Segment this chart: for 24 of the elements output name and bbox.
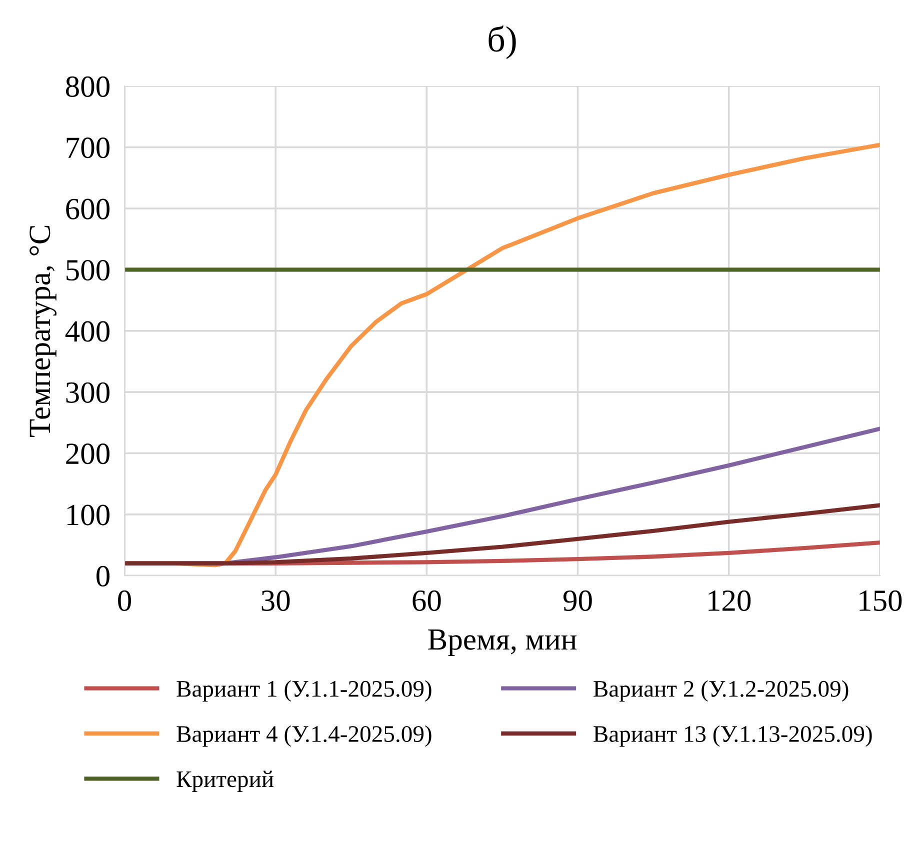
y-tick-label: 100 <box>68 504 110 526</box>
y-tick-label: 500 <box>66 260 110 281</box>
legend-label: Вариант 1 (У.1.1-2025.09) <box>176 680 432 702</box>
y-tick-label: 300 <box>66 382 110 403</box>
y-tick-label: 0 <box>96 566 110 587</box>
y-axis-title: Температура, °С <box>30 226 56 437</box>
x-tick-label: 30 <box>262 590 290 611</box>
legend-label: Вариант 4 (У.1.4-2025.09) <box>176 725 432 747</box>
y-tick-label: 600 <box>66 198 110 220</box>
y-tick-label: 200 <box>66 444 110 464</box>
legend-label: Вариант 13 (У.1.13-2025.09) <box>594 725 872 747</box>
line-series <box>124 503 880 566</box>
x-axis-title: Время, мин <box>428 630 576 656</box>
legend-label: Критерий <box>176 770 274 792</box>
x-tick-label: 90 <box>563 590 592 611</box>
y-tick-label: 800 <box>66 76 110 97</box>
legend-label: Вариант 2 (У.1.2-2025.09) <box>594 680 848 702</box>
x-tick-label: 120 <box>708 590 751 611</box>
y-tick-label: 700 <box>66 138 110 158</box>
x-tick-label: 0 <box>118 590 132 611</box>
x-tick-label: 150 <box>860 590 902 611</box>
y-tick-label: 400 <box>65 321 110 342</box>
chart-title: б) <box>488 26 516 60</box>
x-tick-label: 60 <box>412 590 441 611</box>
